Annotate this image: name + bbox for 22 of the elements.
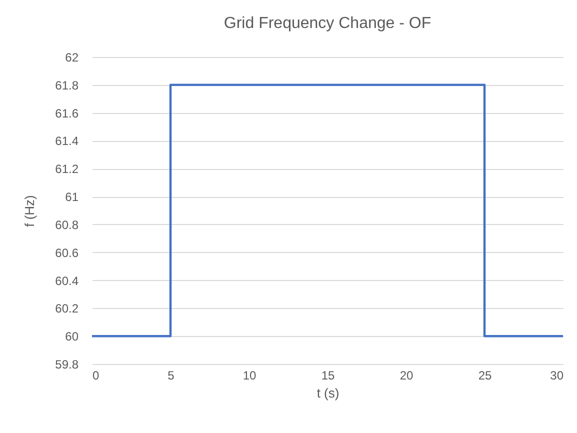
y-tick-label: 61.4 [55,134,79,148]
x-tick-label: 5 [168,368,175,382]
y-tick-label: 61.8 [55,78,79,92]
y-tick-label: 59.8 [55,358,79,372]
x-tick-label: 25 [478,368,492,382]
x-tick-label: 15 [321,368,335,382]
x-tick-label: 20 [400,368,414,382]
y-tick-label: 61 [65,190,79,204]
y-tick-label: 60.4 [55,274,79,288]
y-tick-label: 60.2 [55,302,79,316]
y-tick-label: 61.6 [55,106,79,120]
y-axis-title: f (Hz) [22,195,38,227]
x-tick-label: 0 [92,368,100,382]
y-tick-label: 60.6 [55,246,79,260]
chart-title: Grid Frequency Change - OF [224,15,432,32]
y-tick-label: 61.2 [55,162,79,176]
y-tick-label: 62 [65,50,79,64]
x-axis-title: t (s) [316,386,340,400]
y-tick-label: 60 [65,330,79,344]
y-tick-label: 60.8 [55,218,79,232]
x-tick-label: 30 [550,368,564,382]
x-tick-label: 10 [242,368,256,382]
